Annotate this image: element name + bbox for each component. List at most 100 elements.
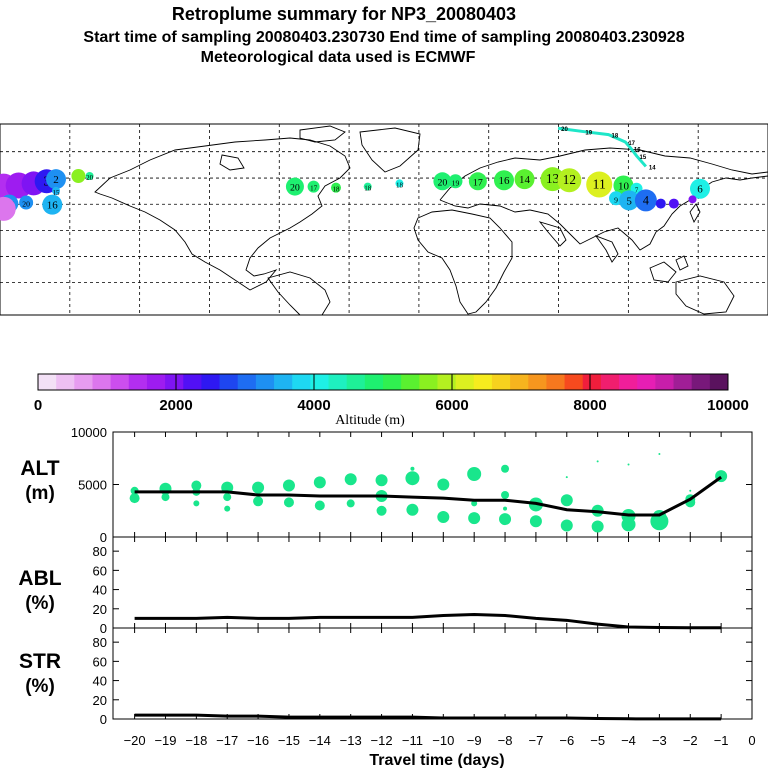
altitude-blob (499, 513, 512, 526)
x-tick-label: −7 (528, 733, 543, 748)
plume-point (690, 178, 710, 199)
altitude-blob (129, 493, 140, 504)
y-tick-label: 80 (93, 544, 107, 559)
plume-point-label: 5 (626, 195, 632, 207)
colorbar-cell (637, 374, 656, 390)
colorbar-cell (600, 374, 620, 390)
plume-point-label: 20 (290, 183, 300, 194)
y-tick-label: 0 (100, 621, 107, 636)
plume-point-label: 19 (452, 178, 460, 187)
plume-point (514, 169, 535, 190)
x-tick-label: −13 (340, 733, 362, 748)
colorbar-cell (655, 374, 674, 390)
track-label: 15 (640, 155, 647, 161)
track-label: 16 (634, 147, 641, 153)
x-tick-label: −5 (590, 733, 605, 748)
x-tick-label: −2 (683, 733, 698, 748)
panel-ylabel: ALT (20, 457, 59, 480)
colorbar-tick-label: 6000 (435, 397, 468, 414)
colorbar-cell (74, 374, 93, 390)
colorbar-cell (673, 374, 693, 390)
altitude-blob (437, 478, 450, 491)
plume-point-label: 10 (618, 181, 630, 193)
plume-point-label: 18 (396, 181, 404, 189)
colorbar-cell (419, 374, 438, 390)
altitude-panel: ALT (m) 0 5000 10000 (20, 425, 753, 545)
plume-point (52, 186, 60, 195)
colorbar-cell (92, 374, 112, 390)
plume-point-label: 11 (592, 177, 605, 192)
colorbar-tick-label: 2000 (159, 397, 192, 414)
altitude-blob (591, 520, 604, 533)
altitude-blob (529, 515, 542, 528)
altitude-blob (223, 493, 232, 502)
x-axis-label: Travel time (days) (369, 752, 504, 768)
panel-yunit: (%) (25, 676, 55, 697)
colorbar-cell (455, 374, 475, 390)
altitude-blob (406, 503, 419, 516)
colorbar-cell (310, 374, 329, 390)
plume-point-label: 18 (364, 185, 372, 193)
colorbar-cell (38, 374, 57, 390)
plume-point (331, 182, 341, 193)
y-tick-label: 20 (93, 602, 107, 617)
plume-point (634, 189, 657, 212)
plume-point (688, 195, 697, 204)
altitude-blob (560, 519, 573, 532)
track-label: 18 (612, 134, 619, 140)
plume-point-label: 13 (546, 171, 560, 186)
track-label: 17 (628, 141, 635, 147)
colorbar-cell (364, 374, 384, 390)
colorbar-cell (564, 374, 584, 390)
colorbar-cell (383, 374, 402, 390)
altitude-blob (565, 476, 568, 479)
colorbar-tick-label: 0 (34, 397, 42, 414)
altitude-blob (503, 506, 508, 511)
colorbar-cell (274, 374, 293, 390)
colorbar-cell (619, 374, 638, 390)
altitude-blob (410, 466, 415, 471)
plume-point (468, 172, 487, 191)
y-tick-label: 40 (93, 583, 107, 598)
altitude-blob (658, 453, 661, 456)
altitude-blob (596, 460, 599, 463)
plume-point (586, 171, 613, 198)
y-tick-label: 20 (93, 693, 107, 708)
plume-point (448, 174, 463, 189)
y-tick-label: 40 (93, 674, 107, 689)
x-tick-label: −19 (154, 733, 176, 748)
x-tick-label: −3 (652, 733, 667, 748)
plume-point-label: 16 (47, 200, 59, 212)
plume-point (42, 194, 63, 215)
plume-point (0, 196, 16, 221)
x-tick-label: −9 (467, 733, 482, 748)
altitude-blob (405, 471, 420, 486)
colorbar-cell (110, 374, 130, 390)
plume-point-label: 20 (437, 177, 447, 188)
x-tick-label: −15 (278, 733, 300, 748)
colorbar-cell (582, 374, 602, 390)
colorbar-cell (328, 374, 348, 390)
coastlines (94, 125, 768, 316)
x-tick-label: −4 (621, 733, 636, 748)
plume-point (655, 198, 666, 209)
track-line (557, 126, 647, 168)
x-tick-label: −8 (498, 733, 513, 748)
colorbar-cell (346, 374, 366, 390)
x-tick-label: −10 (432, 733, 454, 748)
plume-point (557, 168, 582, 193)
altitude-mean-line (134, 475, 723, 517)
x-tick-label: −18 (185, 733, 207, 748)
plume-point-label: 20 (22, 200, 30, 209)
colorbar-cell (691, 374, 711, 390)
track-label: 20 (561, 127, 568, 133)
altitude-blob (313, 476, 326, 489)
plume-point-label: 9 (614, 195, 618, 204)
colorbar-cell (183, 374, 202, 390)
altitude-blob (252, 481, 265, 494)
chart-title: Retroplume summary for NP3_20080403 (172, 4, 516, 24)
colorbar-cell (219, 374, 239, 390)
